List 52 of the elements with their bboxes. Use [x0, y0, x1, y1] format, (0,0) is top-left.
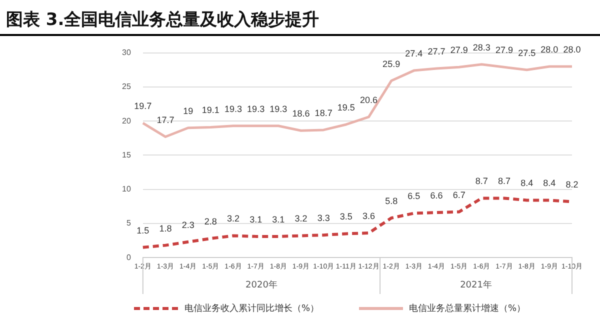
- data-label: 27.5: [518, 48, 536, 58]
- y-tick-label: 0: [126, 252, 132, 262]
- data-label: 3.3: [317, 213, 330, 224]
- y-tick-label: 30: [122, 48, 132, 58]
- data-label: 18.7: [314, 108, 332, 118]
- data-label: 20.6: [360, 94, 378, 105]
- data-label: 19.7: [134, 101, 152, 112]
- y-tick-label: 20: [122, 116, 132, 126]
- legend-label: 电信业务总量累计增速（%）: [409, 302, 526, 315]
- data-label: 3.6: [362, 211, 375, 222]
- data-label: 3.5: [340, 212, 352, 222]
- y-tick-label: 25: [122, 82, 132, 92]
- data-label: 28.3: [472, 42, 490, 52]
- data-label: 3.1: [250, 214, 262, 224]
- data-label: 1.5: [136, 225, 150, 236]
- data-label: 8.7: [475, 176, 488, 186]
- y-tick-label: 10: [122, 184, 132, 194]
- data-label: 19.5: [337, 102, 355, 112]
- data-label: 3.2: [226, 214, 240, 224]
- data-label: 28.0: [563, 44, 581, 54]
- data-label: 19.3: [224, 104, 242, 114]
- chart-title: 图表 3.全国电信业务总量及收入稳步提升: [0, 0, 600, 36]
- text: 2021年: [460, 279, 492, 290]
- data-label: 19: [183, 106, 194, 116]
- data-label: 27.9: [495, 45, 514, 56]
- data-label: 5.8: [385, 196, 398, 206]
- legend-label: 电信业务收入累计同比增长（%）: [184, 302, 319, 315]
- data-label: 8.7: [498, 176, 511, 186]
- data-label: 8.4: [520, 178, 534, 188]
- text: 2020年: [246, 279, 278, 290]
- data-label: 25.9: [382, 58, 400, 69]
- data-label: 27.9: [450, 45, 468, 56]
- data-label: 6.5: [408, 191, 420, 202]
- data-label: 8.2: [566, 180, 578, 190]
- data-label: 3.2: [294, 214, 308, 224]
- y-tick-label: 5: [126, 218, 132, 228]
- data-label: 19.3: [247, 104, 265, 114]
- data-label: 8.4: [543, 178, 556, 188]
- data-label: 18.6: [292, 108, 310, 119]
- data-label: 19.1: [202, 105, 220, 116]
- data-label: 2.8: [204, 216, 217, 226]
- data-label: 27.4: [405, 48, 423, 59]
- data-label: 28.0: [540, 44, 558, 54]
- data-label: 27.7: [428, 46, 446, 56]
- data-label: 6.6: [430, 190, 443, 201]
- y-tick-label: 15: [122, 150, 132, 160]
- data-label: 3.1: [272, 214, 285, 224]
- data-label: 1.8: [159, 223, 172, 234]
- data-label: 6.7: [452, 190, 466, 200]
- data-label: 19.3: [270, 104, 288, 114]
- data-label: 2.3: [182, 220, 194, 230]
- data-label: 17.7: [156, 114, 174, 125]
